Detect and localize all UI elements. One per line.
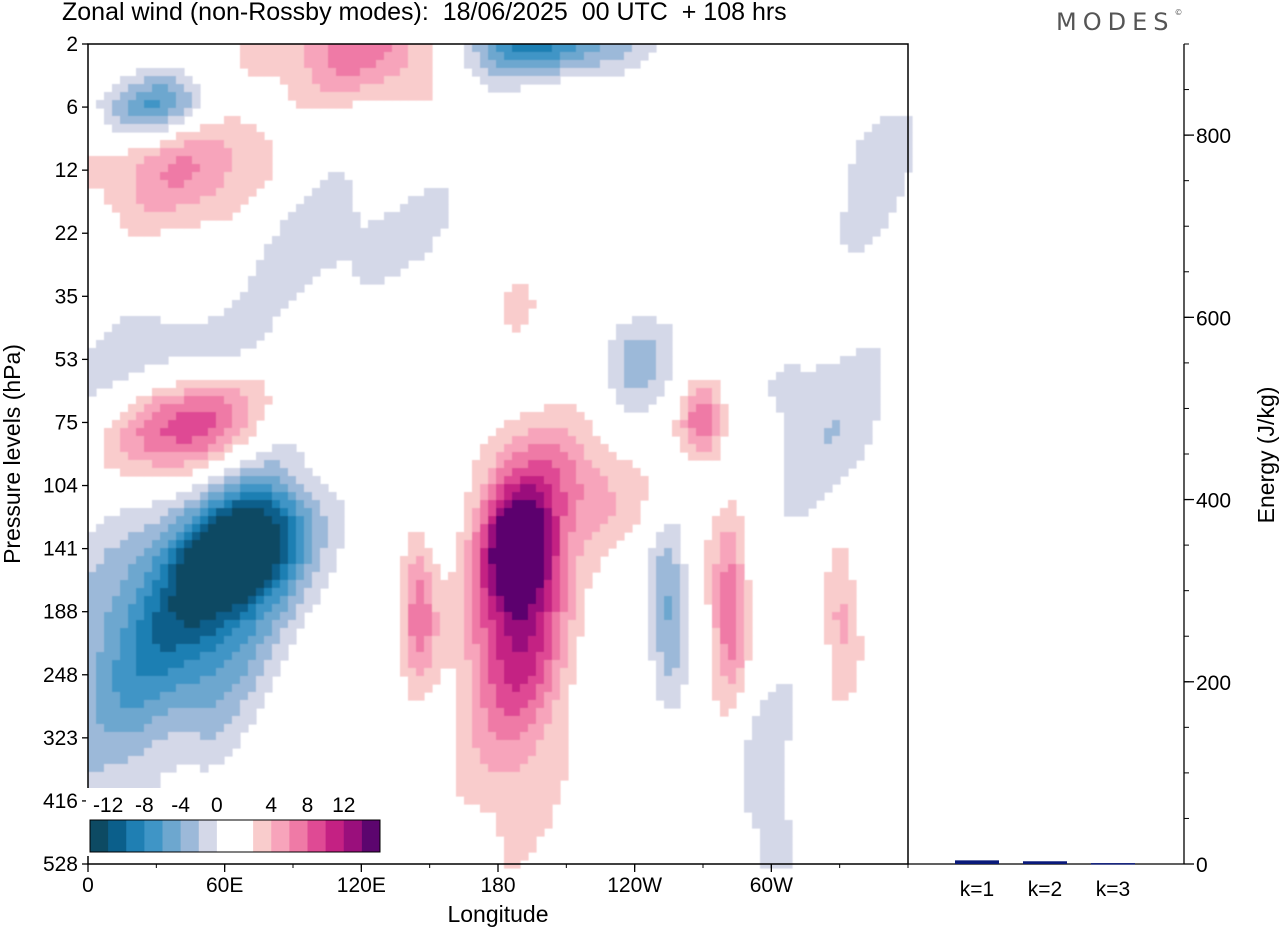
y-tick-label: 12	[55, 159, 78, 182]
colorbar-label: 4	[265, 794, 277, 817]
colorbar-swatch	[144, 820, 163, 852]
colorbar-frame	[89, 819, 381, 853]
x-axis: 0 60E 120E 180 120W 60W	[82, 864, 909, 897]
y-tick-label: 22	[55, 222, 78, 245]
y-tick-label: 528	[43, 853, 78, 876]
colorbar-label: -12	[93, 794, 123, 817]
colorbar-swatch	[289, 820, 308, 852]
energy-bar-label: k=1	[960, 878, 994, 901]
x-axis-title: Longitude	[447, 901, 548, 927]
x-tick-label: 120W	[607, 874, 662, 897]
energy-bar	[955, 860, 999, 864]
colorbar-swatch	[361, 820, 381, 852]
colorbar-label: -4	[171, 794, 190, 817]
colorbar-swatch	[126, 820, 145, 852]
heatmap-field	[88, 44, 913, 869]
energy-tick-label: 800	[1196, 125, 1231, 148]
x-tick-label: 60W	[750, 874, 793, 897]
y-tick-label: 323	[43, 727, 78, 750]
y-axis: 2 6 12 22 35 53 75 104 141 188 248 323 416 528	[43, 33, 88, 876]
colorbar-label: 8	[302, 794, 314, 817]
colorbar-swatch	[253, 820, 272, 852]
colorbar-swatch	[307, 820, 327, 852]
colorbar-swatch	[343, 820, 363, 852]
x-tick-label: 0	[82, 874, 94, 897]
colorbar-swatch	[235, 820, 254, 852]
energy-bar	[1023, 861, 1067, 864]
y-tick-label: 141	[43, 538, 78, 561]
y-tick-label: 2	[66, 33, 78, 56]
y-tick-label: 416	[43, 790, 78, 813]
y-tick-label: 6	[66, 96, 78, 119]
y-tick-label: 104	[43, 475, 78, 498]
y-tick-label: 188	[43, 601, 78, 624]
x-tick-label: 120E	[337, 874, 386, 897]
energy-tick-label: 200	[1196, 672, 1231, 695]
colorbar: -12 -8 -4 0 4 8 12	[86, 788, 384, 856]
y-axis-title: Pressure levels (hPa)	[0, 344, 25, 564]
energy-tick-label: 600	[1196, 307, 1231, 330]
energy-tick-label: 0	[1196, 854, 1208, 877]
colorbar-swatch	[271, 820, 290, 852]
energy-bar	[1091, 863, 1135, 865]
colorbar-swatch	[198, 820, 218, 852]
colorbar-swatch	[90, 820, 109, 852]
energy-bar-label: k=2	[1028, 878, 1062, 901]
colorbar-label: -8	[135, 794, 154, 817]
colorbar-swatch	[325, 820, 345, 852]
colorbar-label: 0	[211, 794, 223, 817]
colorbar-label: 12	[332, 794, 355, 817]
energy-tick-label: 400	[1196, 490, 1231, 513]
colorbar-swatch	[162, 820, 182, 852]
x-tick-label: 180	[480, 874, 515, 897]
energy-panel: 0 200 400 600 800 k=1 k=2 k=3	[908, 43, 1231, 901]
logo-text: MODES	[1056, 8, 1175, 36]
y-tick-label: 53	[55, 348, 78, 371]
colorbar-swatch	[216, 820, 236, 852]
x-tick-label: 60E	[206, 874, 243, 897]
energy-axis-title: Energy (J/kg)	[1253, 387, 1279, 524]
y-tick-label: 35	[55, 285, 78, 308]
chart-title: Zonal wind (non-Rossby modes): 18/06/202…	[62, 0, 787, 26]
y-tick-label: 248	[43, 664, 78, 687]
colorbar-swatch	[180, 820, 200, 852]
colorbar-swatch	[108, 820, 127, 852]
energy-bar-label: k=3	[1096, 878, 1130, 901]
y-tick-label: 75	[55, 411, 78, 434]
modes-logo: MODES©	[1056, 8, 1183, 36]
